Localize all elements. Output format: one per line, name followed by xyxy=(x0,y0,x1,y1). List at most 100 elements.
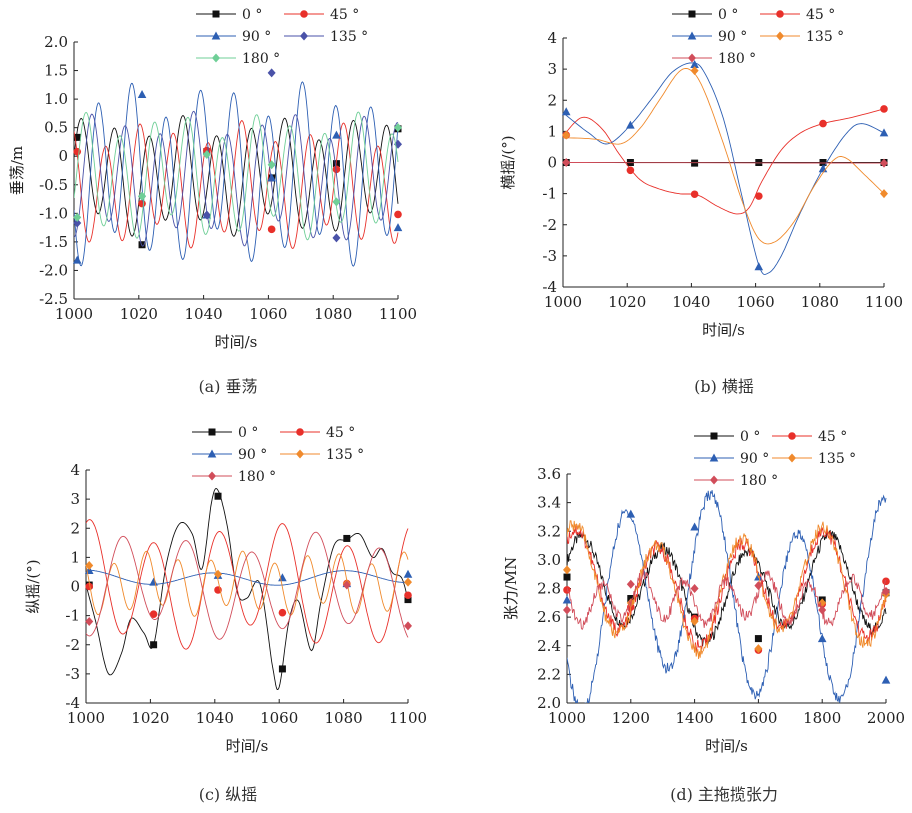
y-tick-label: 4 xyxy=(547,29,557,47)
legend-marker xyxy=(776,31,784,41)
data-marker xyxy=(562,130,571,140)
data-marker xyxy=(880,189,888,199)
x-tick-label: 1600 xyxy=(739,709,777,727)
series-line-0 xyxy=(86,488,409,691)
data-marker xyxy=(73,133,81,141)
y-tick-label: 0 xyxy=(70,578,80,596)
data-marker xyxy=(755,192,763,200)
legend-marker xyxy=(688,10,696,18)
y-tick-label: 2.0 xyxy=(537,694,561,712)
x-tick-label: 1060 xyxy=(260,709,298,727)
x-tick-label: 1400 xyxy=(676,709,714,727)
series-line-4 xyxy=(74,111,399,241)
x-tick-label: 1100 xyxy=(389,709,427,727)
data-marker xyxy=(343,534,351,542)
y-tick-label: 2.2 xyxy=(537,665,561,683)
legend-label: 180 ° xyxy=(242,51,280,67)
data-marker xyxy=(72,255,82,264)
x-tick-label: 2000 xyxy=(867,709,905,727)
data-marker xyxy=(278,608,287,617)
data-marker xyxy=(690,190,699,199)
legend-marker xyxy=(300,10,308,18)
data-marker xyxy=(562,595,572,604)
legend-marker xyxy=(788,453,796,463)
x-tick-label: 1000 xyxy=(548,709,586,727)
y-tick-label: 4 xyxy=(70,461,80,479)
data-marker xyxy=(393,223,403,232)
x-tick-label: 1800 xyxy=(803,709,841,727)
legend-marker xyxy=(710,432,718,440)
chart-panel-b: -4 -3 -2 -1 0 1 2 3 4 1000 1020 1040 1060 1080 1100 时间/… xyxy=(499,7,903,396)
legend-label: 135 ° xyxy=(818,451,856,467)
data-marker xyxy=(267,173,276,182)
y-tick-label: 3.2 xyxy=(537,522,561,540)
legend-label: 0 ° xyxy=(718,7,738,23)
y-tick-label: 2.0 xyxy=(44,33,68,51)
series-line-0 xyxy=(567,529,887,647)
legend-label: 90 ° xyxy=(242,29,271,45)
data-marker xyxy=(267,225,276,234)
chart-panel-a: -2.5 -2.0 -1.5 -1.0 -0.5 0 0.5 1.0 1.5 2.0 1000 102… xyxy=(8,7,417,396)
y-axis-label: 横摇/(°) xyxy=(499,135,517,189)
legend-marker xyxy=(710,475,718,485)
data-marker xyxy=(332,165,341,174)
legend-marker xyxy=(211,31,221,40)
data-marker xyxy=(149,610,158,618)
data-marker xyxy=(626,120,635,129)
y-tick-label: 1 xyxy=(547,122,557,140)
data-marker xyxy=(342,580,351,590)
data-marker xyxy=(754,635,762,643)
data-marker xyxy=(278,573,287,582)
legend-label: 45 ° xyxy=(806,7,835,23)
y-tick-label: -4 xyxy=(542,278,557,296)
data-marker xyxy=(138,191,147,201)
data-marker xyxy=(137,90,147,99)
data-marker xyxy=(404,591,412,600)
x-tick-label: 1060 xyxy=(737,293,775,311)
data-marker xyxy=(690,522,699,531)
x-tick-label: 1100 xyxy=(379,305,417,323)
chart-panel-c: -4 -3 -2 -1 0 1 2 3 4 1000 1020 1040 1060 1080 1100 时间/… xyxy=(24,425,427,804)
series-line-2 xyxy=(563,62,885,275)
chart-panel-d: 2.0 2.2 2.4 2.6 2.8 3.0 3.2 3.4 3.6 1000 1200 1400 1… xyxy=(502,429,905,804)
y-tick-label: 3 xyxy=(547,60,557,78)
series-line-2 xyxy=(86,569,408,586)
y-axis-label: 张力/MN xyxy=(502,557,520,621)
data-marker xyxy=(150,641,158,649)
legend-label: 90 ° xyxy=(718,29,747,45)
data-marker xyxy=(394,123,402,133)
data-marker xyxy=(403,569,413,578)
data-marker xyxy=(561,107,571,116)
legend-label: 0 ° xyxy=(740,429,760,445)
x-axis-label: 时间/s xyxy=(226,737,269,755)
y-tick-label: 2.8 xyxy=(537,580,561,598)
series-line-3 xyxy=(563,67,885,245)
legend-label: 135 ° xyxy=(326,447,364,463)
panel-caption: (b) 横摇 xyxy=(694,377,754,396)
data-marker xyxy=(267,160,276,170)
y-tick-label: 2.6 xyxy=(537,608,561,626)
panel-caption: (c) 纵摇 xyxy=(199,785,258,804)
series-line-2 xyxy=(74,81,399,267)
data-marker xyxy=(404,577,412,587)
series-line-4 xyxy=(86,531,409,640)
legend-marker xyxy=(296,449,304,459)
legend-marker xyxy=(300,31,308,41)
series-line-1 xyxy=(86,519,409,650)
series-line-4 xyxy=(567,569,887,631)
x-tick-label: 1080 xyxy=(314,305,352,323)
y-tick-label: 3 xyxy=(70,490,80,508)
data-marker xyxy=(754,581,763,591)
y-tick-label: 3.4 xyxy=(537,494,561,512)
panel-caption: (a) 垂荡 xyxy=(198,377,257,396)
data-marker xyxy=(880,105,888,113)
y-tick-label: 0.5 xyxy=(44,119,68,137)
x-tick-label: 1100 xyxy=(865,293,903,311)
data-marker xyxy=(690,584,699,593)
data-marker xyxy=(881,675,891,684)
data-marker xyxy=(563,573,571,581)
data-marker xyxy=(73,212,82,222)
data-marker xyxy=(278,665,286,673)
data-marker xyxy=(73,147,82,156)
data-marker xyxy=(563,605,571,615)
